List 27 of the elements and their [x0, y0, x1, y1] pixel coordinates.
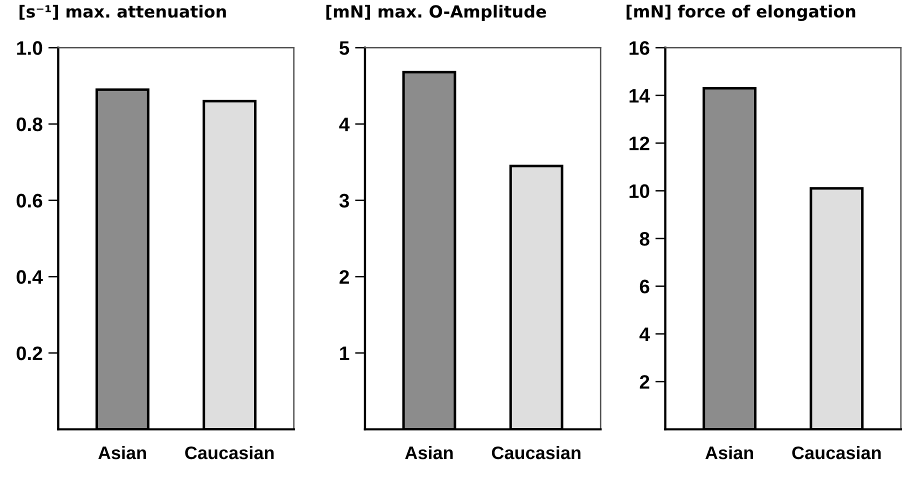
chart-title: [s⁻¹] max. attenuation — [20, 4, 226, 20]
x-tick-label: Caucasian — [792, 446, 881, 460]
y-tick-label: 10 — [630, 184, 650, 198]
y-tick-label: 4 — [639, 328, 650, 341]
chart-title: [mN] max. O-Amplitude — [326, 4, 546, 21]
y-tick-label: 2 — [640, 375, 650, 389]
chart-title: [mN] force of elongation — [626, 4, 856, 21]
x-tick-label: Asian — [405, 446, 453, 460]
y-tick-label: 2 — [340, 270, 349, 284]
y-tick-label: 3 — [339, 194, 349, 208]
y-tick-label: 0.6 — [16, 194, 42, 208]
y-tick-label: 14 — [630, 89, 650, 102]
y-tick-label: 5 — [339, 41, 350, 55]
y-tick-label: 0.8 — [16, 117, 42, 132]
y-tick-label: 6 — [640, 280, 650, 294]
x-tick-label: Asian — [705, 446, 754, 460]
y-tick-label: 0.4 — [16, 270, 43, 284]
y-tick-label: 8 — [640, 232, 650, 246]
x-tick-label: Caucasian — [492, 446, 580, 460]
x-tick-label: Caucasian — [185, 446, 274, 460]
y-tick-label: 1 — [340, 346, 350, 360]
y-tick-label: 16 — [630, 41, 650, 55]
x-tick-label: Asian — [98, 446, 146, 460]
y-tick-label: 1.0 — [17, 41, 42, 55]
y-tick-label: 0.2 — [16, 346, 42, 360]
y-tick-label: 12 — [630, 136, 650, 150]
y-tick-label: 4 — [339, 118, 350, 132]
